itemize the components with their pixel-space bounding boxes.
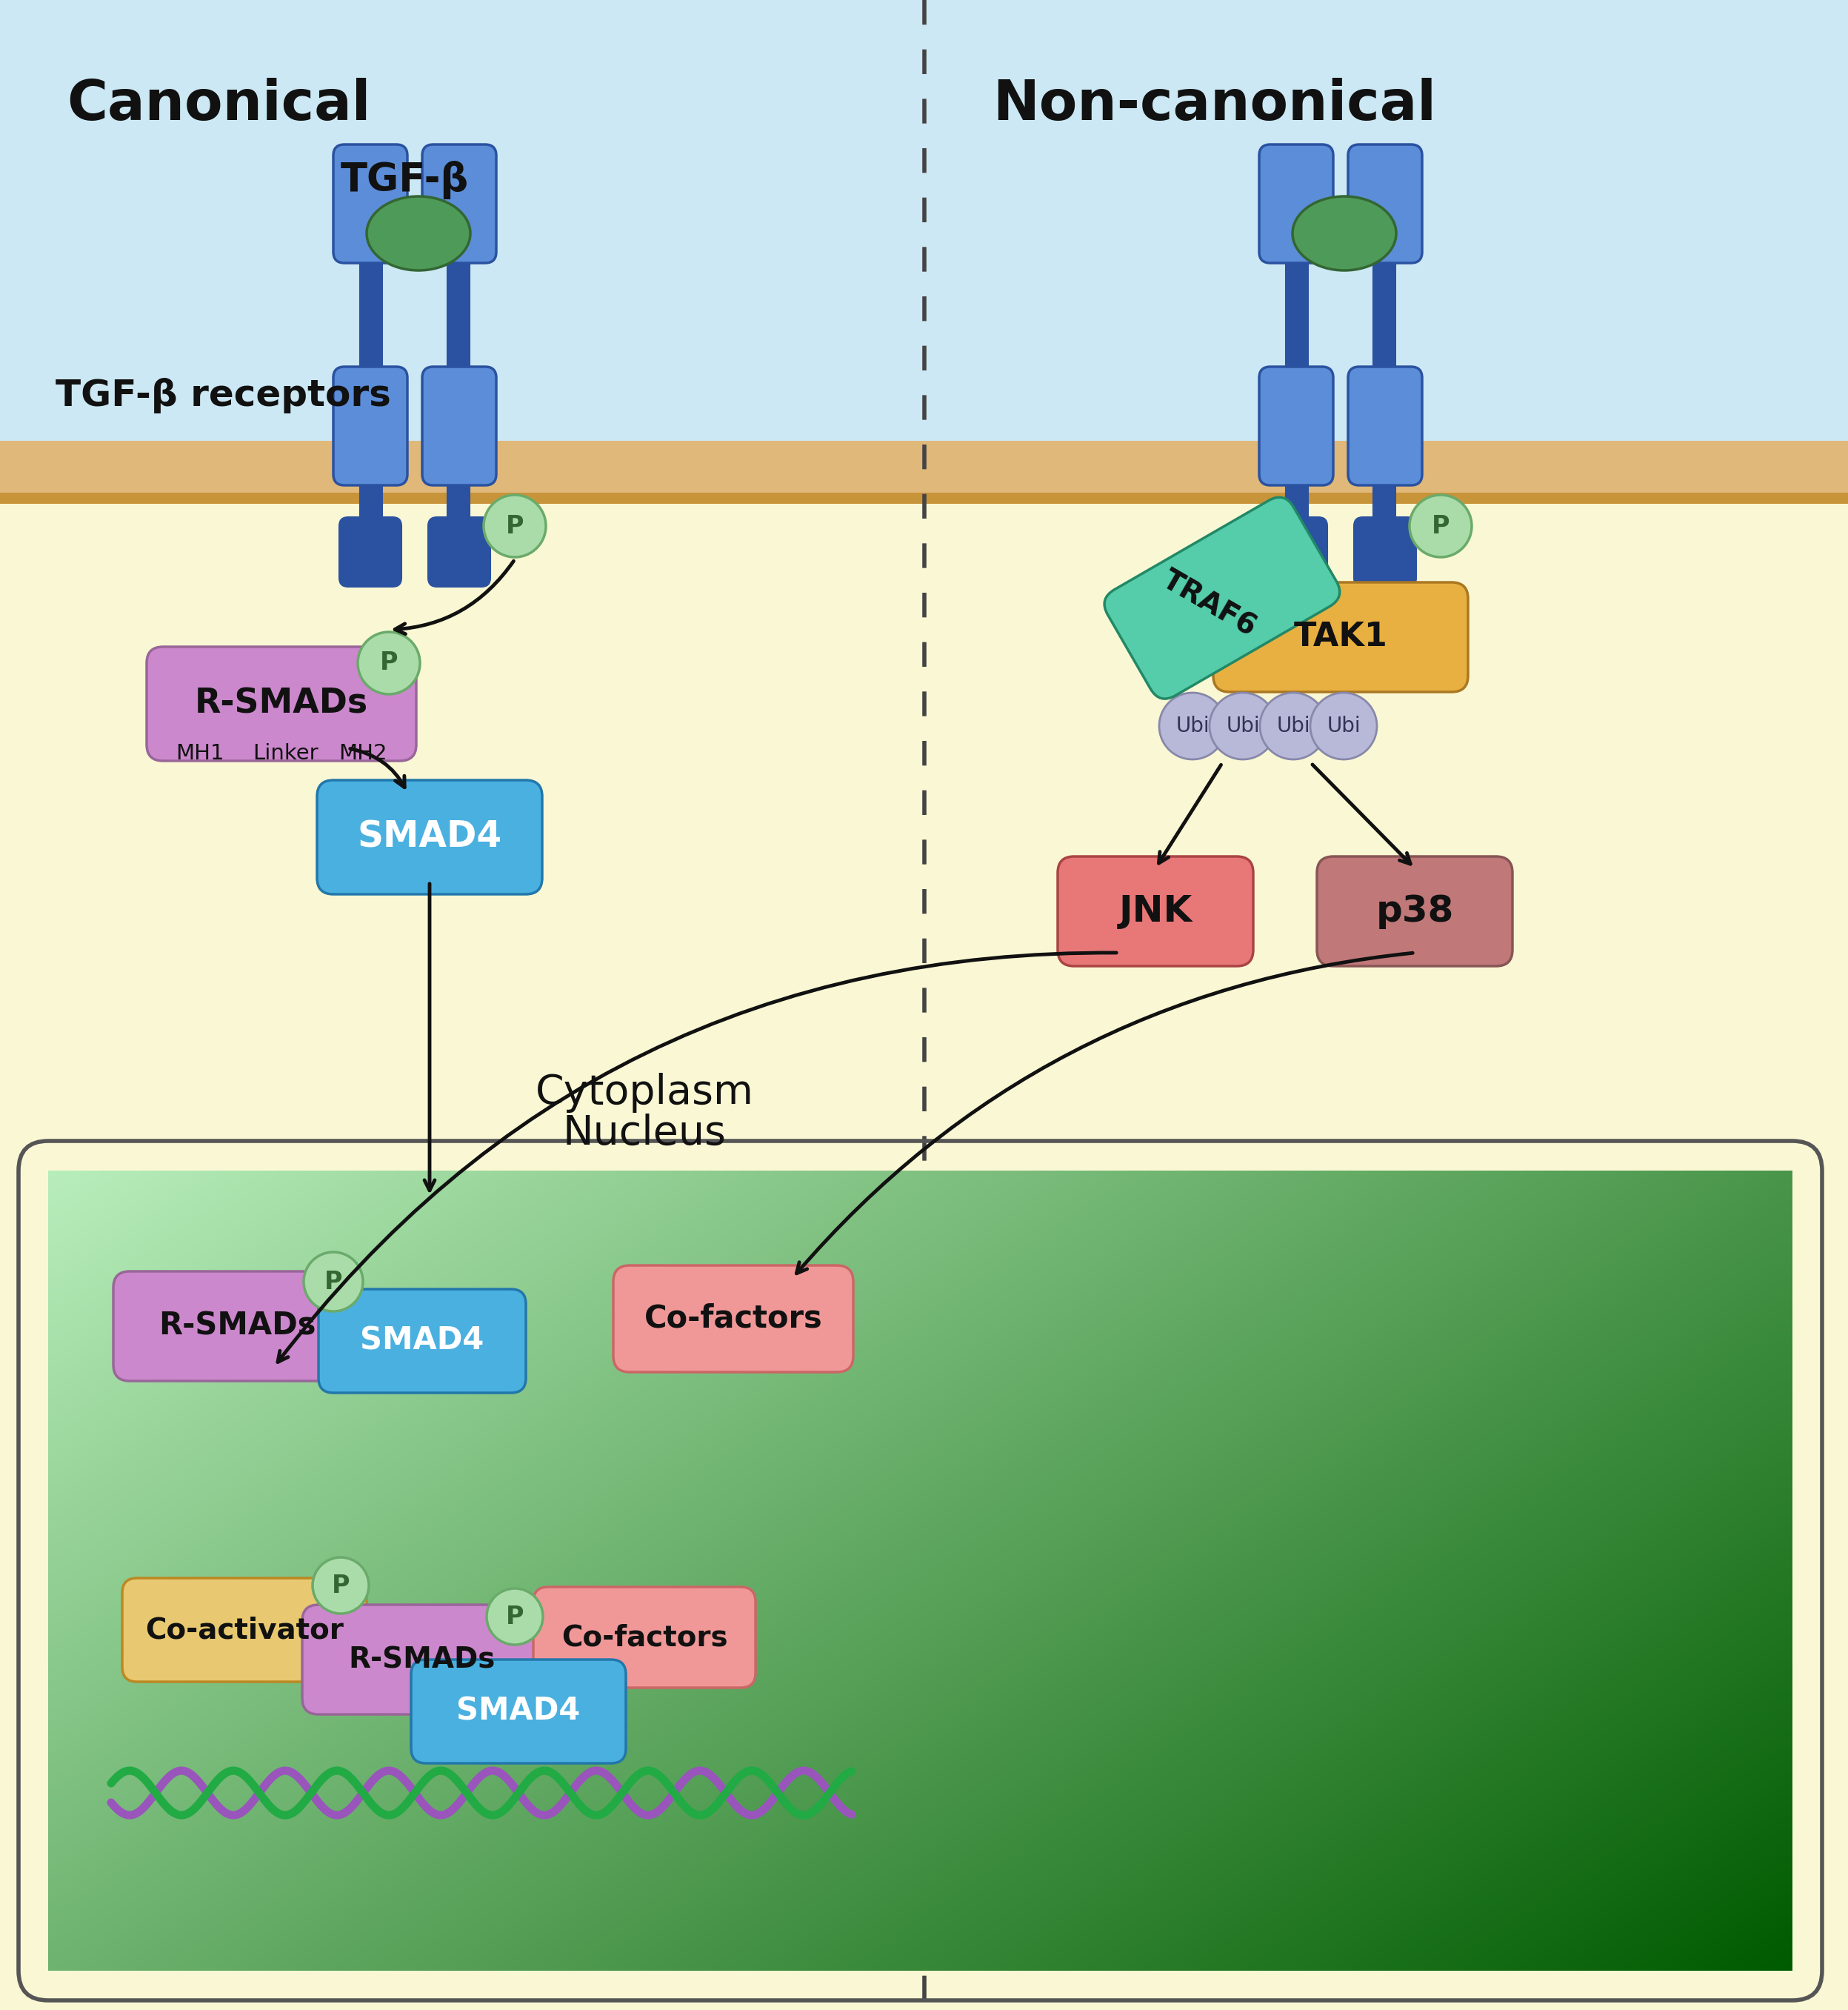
Text: Canonical: Canonical: [67, 78, 371, 133]
FancyBboxPatch shape: [1318, 856, 1512, 967]
Circle shape: [1410, 494, 1471, 557]
FancyBboxPatch shape: [1105, 496, 1340, 699]
Text: R-SMADs: R-SMADs: [194, 687, 368, 720]
FancyBboxPatch shape: [447, 245, 469, 384]
FancyBboxPatch shape: [318, 780, 541, 894]
Text: Co-activator: Co-activator: [146, 1616, 344, 1644]
FancyBboxPatch shape: [303, 1604, 541, 1715]
FancyBboxPatch shape: [333, 366, 407, 484]
Circle shape: [1310, 693, 1377, 760]
Circle shape: [303, 1252, 362, 1311]
Circle shape: [484, 494, 545, 557]
Text: Nucleus: Nucleus: [562, 1114, 726, 1154]
FancyBboxPatch shape: [1286, 468, 1308, 533]
FancyBboxPatch shape: [614, 1266, 854, 1373]
Bar: [0, 492, 1848, 2010]
Circle shape: [486, 1588, 543, 1644]
Ellipse shape: [1292, 197, 1397, 271]
FancyBboxPatch shape: [1214, 583, 1467, 691]
Text: Ubi: Ubi: [1327, 716, 1360, 736]
Circle shape: [359, 631, 419, 693]
Text: Ubi: Ubi: [1225, 716, 1260, 736]
FancyBboxPatch shape: [1258, 145, 1332, 263]
FancyBboxPatch shape: [1347, 145, 1423, 263]
FancyBboxPatch shape: [1355, 517, 1416, 587]
Bar: [0, 492, 1848, 505]
FancyBboxPatch shape: [146, 647, 416, 762]
Text: SMAD4: SMAD4: [357, 820, 503, 854]
FancyBboxPatch shape: [1057, 856, 1253, 967]
Ellipse shape: [366, 197, 471, 271]
Text: P: P: [331, 1574, 349, 1598]
Text: P: P: [506, 1604, 523, 1628]
Circle shape: [312, 1558, 370, 1614]
FancyBboxPatch shape: [447, 468, 469, 533]
Text: Co-factors: Co-factors: [562, 1624, 728, 1652]
Bar: [0, 0, 1848, 456]
FancyBboxPatch shape: [1373, 468, 1395, 533]
FancyBboxPatch shape: [340, 517, 401, 587]
FancyBboxPatch shape: [1347, 366, 1423, 484]
FancyBboxPatch shape: [421, 366, 497, 484]
FancyBboxPatch shape: [421, 145, 497, 263]
Bar: [0, 440, 1848, 500]
FancyBboxPatch shape: [429, 517, 490, 587]
Text: TAK1: TAK1: [1294, 621, 1388, 653]
Text: MH2: MH2: [338, 744, 388, 764]
Text: JNK: JNK: [1118, 894, 1192, 929]
Text: R-SMADs: R-SMADs: [159, 1311, 316, 1343]
Text: Co-factors: Co-factors: [645, 1302, 822, 1335]
Circle shape: [1159, 693, 1225, 760]
Text: P: P: [506, 515, 523, 539]
FancyBboxPatch shape: [360, 245, 383, 384]
FancyBboxPatch shape: [1266, 517, 1327, 587]
FancyBboxPatch shape: [122, 1578, 366, 1682]
FancyBboxPatch shape: [1286, 245, 1308, 384]
Text: P: P: [323, 1270, 342, 1294]
FancyBboxPatch shape: [1258, 366, 1332, 484]
Text: TGF-β: TGF-β: [340, 161, 469, 199]
Text: Linker: Linker: [253, 744, 318, 764]
FancyBboxPatch shape: [113, 1272, 360, 1381]
FancyBboxPatch shape: [318, 1288, 527, 1393]
Text: SMAD4: SMAD4: [456, 1696, 580, 1727]
FancyBboxPatch shape: [1373, 245, 1395, 384]
Text: Non-canonical: Non-canonical: [992, 78, 1436, 133]
Text: SMAD4: SMAD4: [360, 1325, 484, 1357]
FancyBboxPatch shape: [333, 145, 407, 263]
Text: p38: p38: [1375, 894, 1454, 929]
Circle shape: [1260, 693, 1327, 760]
Text: MH1: MH1: [176, 744, 224, 764]
FancyBboxPatch shape: [360, 468, 383, 533]
Text: R-SMADs: R-SMADs: [349, 1646, 495, 1674]
Text: P: P: [1432, 515, 1449, 539]
Text: TRAF6: TRAF6: [1157, 565, 1260, 641]
Text: Ubi: Ubi: [1175, 716, 1209, 736]
FancyBboxPatch shape: [410, 1660, 626, 1763]
Text: TGF-β receptors: TGF-β receptors: [55, 378, 392, 414]
Circle shape: [1210, 693, 1277, 760]
Text: Cytoplasm: Cytoplasm: [536, 1073, 754, 1114]
Text: Ubi: Ubi: [1277, 716, 1310, 736]
Text: P: P: [381, 651, 397, 675]
FancyBboxPatch shape: [534, 1588, 756, 1688]
